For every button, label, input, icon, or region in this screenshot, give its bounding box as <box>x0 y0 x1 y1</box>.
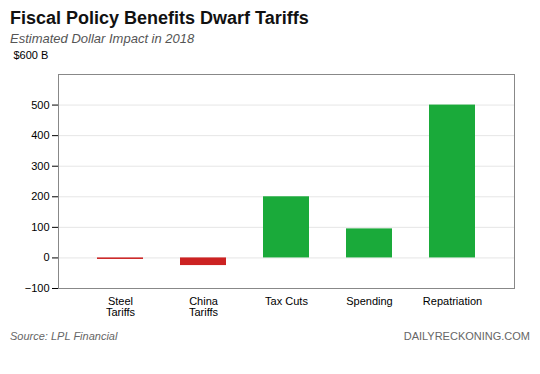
svg-text:SteelTariffs: SteelTariffs <box>106 295 136 318</box>
svg-text:0: 0 <box>43 251 49 263</box>
svg-text:500: 500 <box>31 99 49 111</box>
svg-text:$600 B: $600 B <box>14 49 49 61</box>
html-text:Source: LPL Financial: Source: LPL Financial <box>10 330 118 342</box>
svg-text:Spending: Spending <box>346 295 393 307</box>
svg-text:ChinaTariffs: ChinaTariffs <box>189 295 219 318</box>
html-text:Fiscal Policy Benefits Dwarf T: Fiscal Policy Benefits Dwarf Tariffs <box>10 8 309 28</box>
svg-text:Repatriation: Repatriation <box>423 295 482 307</box>
html-text:DAILYRECKONING.COM: DAILYRECKONING.COM <box>403 330 530 342</box>
svg-text:−100: −100 <box>25 282 50 294</box>
svg-text:300: 300 <box>31 160 49 172</box>
svg-text:Tax Cuts: Tax Cuts <box>265 295 308 307</box>
html-text:Estimated Dollar Impact in 201: Estimated Dollar Impact in 2018 <box>10 31 195 46</box>
svg-text:200: 200 <box>31 190 49 202</box>
svg-text:100: 100 <box>31 221 49 233</box>
svg-text:400: 400 <box>31 129 49 141</box>
